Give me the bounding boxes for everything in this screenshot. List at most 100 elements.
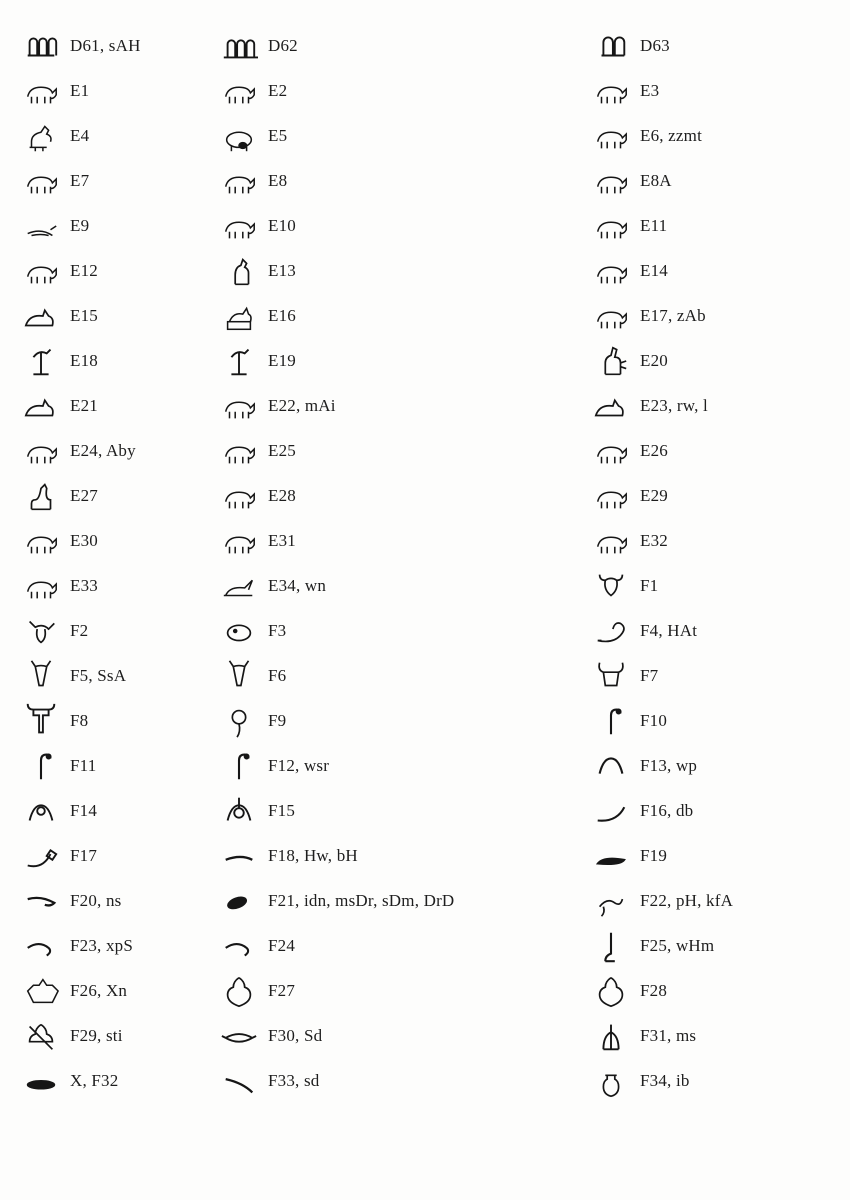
- table-row: F2 F3 F4, HAt: [18, 609, 832, 653]
- table-cell: F18, Hw, bH: [216, 834, 588, 878]
- ibex-icon: [18, 519, 64, 563]
- table-row: E1E2E3: [18, 69, 832, 113]
- table-cell: E21: [18, 384, 216, 428]
- glyph-label: E26: [634, 441, 668, 461]
- newborn-icon: [18, 204, 64, 248]
- table-cell: F14: [18, 789, 216, 833]
- table-cell: F31, ms: [588, 1014, 828, 1058]
- wolf-standard2-icon: [216, 339, 262, 383]
- glyph-label: E8A: [634, 171, 672, 191]
- lion-icon: [216, 384, 262, 428]
- glyph-label: E14: [634, 261, 668, 281]
- table-cell: E34, wn: [216, 564, 588, 608]
- table-cell: F3: [216, 609, 588, 653]
- table-cell: E1: [18, 69, 216, 113]
- table-row: E15E16E17, zAb: [18, 294, 832, 338]
- oryx-icon: [216, 474, 262, 518]
- table-cell: F28: [588, 969, 828, 1013]
- table-cell: E5: [216, 114, 588, 158]
- horns-icon: [588, 744, 634, 788]
- table-cell: D62: [216, 24, 588, 68]
- ram-icon: [216, 204, 262, 248]
- glyph-label: E8: [262, 171, 287, 191]
- anubis-shrine-icon: [216, 294, 262, 338]
- glyph-label: F7: [634, 666, 658, 686]
- table-cell: E13: [216, 249, 588, 293]
- table-cell: E4: [18, 114, 216, 158]
- table-row: F23, xpSF24F25, wHm: [18, 924, 832, 968]
- table-cell: E6, zzmt: [588, 114, 828, 158]
- table-cell: F34, ib: [588, 1059, 828, 1103]
- toes-line-icon: [216, 24, 262, 68]
- glyph-label: F2: [64, 621, 88, 641]
- goat-icon: [216, 519, 262, 563]
- glyph-label: E4: [64, 126, 89, 146]
- glyph-label: E23, rw, l: [634, 396, 708, 416]
- pig-icon: [18, 249, 64, 293]
- table-cell: E10: [216, 204, 588, 248]
- tusk-icon: [216, 834, 262, 878]
- set-lying-icon: [18, 384, 64, 428]
- calf-icon: [588, 69, 634, 113]
- table-row: E18 E19E20: [18, 339, 832, 383]
- kid-jump-icon: [588, 159, 634, 203]
- glyph-label: E31: [262, 531, 296, 551]
- glyph-label: F27: [262, 981, 295, 1001]
- table-row: F29, stiF30, SdF31, ms: [18, 1014, 832, 1058]
- table-cell: F19: [588, 834, 828, 878]
- table-cell: F5, SsA: [18, 654, 216, 698]
- head-neck3-icon: [216, 744, 262, 788]
- donkey-icon: [18, 159, 64, 203]
- glyph-label: F6: [262, 666, 286, 686]
- lion-fore-icon: [588, 609, 634, 653]
- leopard-head-icon: [216, 699, 262, 743]
- glyph-label: F34, ib: [634, 1071, 690, 1091]
- table-cell: E22, mAi: [216, 384, 588, 428]
- table-cell: F1: [588, 564, 828, 608]
- baboon-icon: [588, 519, 634, 563]
- table-cell: E12: [18, 249, 216, 293]
- glyph-label: F5, SsA: [64, 666, 126, 686]
- table-cell: F4, HAt: [588, 609, 828, 653]
- glyph-label: X, F32: [64, 1071, 118, 1091]
- glyph-label: F8: [64, 711, 88, 731]
- glyph-label: E9: [64, 216, 89, 236]
- monkey-icon: [18, 564, 64, 608]
- table-cell: E11: [588, 204, 828, 248]
- table-cell: E19: [216, 339, 588, 383]
- kid-icon: [216, 159, 262, 203]
- table-cell: E23, rw, l: [588, 384, 828, 428]
- glyph-label: E10: [262, 216, 296, 236]
- glyph-label: F30, Sd: [262, 1026, 322, 1046]
- table-row: E7E8E8A: [18, 159, 832, 203]
- glyph-label: E18: [64, 351, 98, 371]
- glyph-label: F22, pH, kfA: [634, 891, 733, 911]
- table-cell: E8A: [588, 159, 828, 203]
- cat-icon: [216, 249, 262, 293]
- ram-fore-icon: [18, 699, 64, 743]
- tongue-icon: [18, 879, 64, 923]
- table-cell: F16, db: [588, 789, 828, 833]
- glyph-label: E28: [262, 486, 296, 506]
- hartebeest-fore-icon: [216, 654, 262, 698]
- glyph-label: F28: [634, 981, 667, 1001]
- glyph-label: E11: [634, 216, 667, 236]
- hesat-icon: [18, 114, 64, 158]
- table-cell: E32: [588, 519, 828, 563]
- glyph-label: F24: [262, 936, 295, 956]
- table-cell: F30, Sd: [216, 1014, 588, 1058]
- table-row: E9 E10 E11: [18, 204, 832, 248]
- tail-icon: [216, 1059, 262, 1103]
- glyph-label: F13, wp: [634, 756, 697, 776]
- table-cell: F27: [216, 969, 588, 1013]
- table-cell: E18: [18, 339, 216, 383]
- table-cell: E29: [588, 474, 828, 518]
- glyph-label: F21, idn, msDr, sDm, DrD: [262, 891, 454, 911]
- table-cell: F7: [588, 654, 828, 698]
- table-cell: F15: [216, 789, 588, 833]
- table-cell: E20: [588, 339, 828, 383]
- ox-head-icon: [588, 564, 634, 608]
- glyph-label: F4, HAt: [634, 621, 697, 641]
- table-cell: E33: [18, 564, 216, 608]
- glyph-label: E1: [64, 81, 89, 101]
